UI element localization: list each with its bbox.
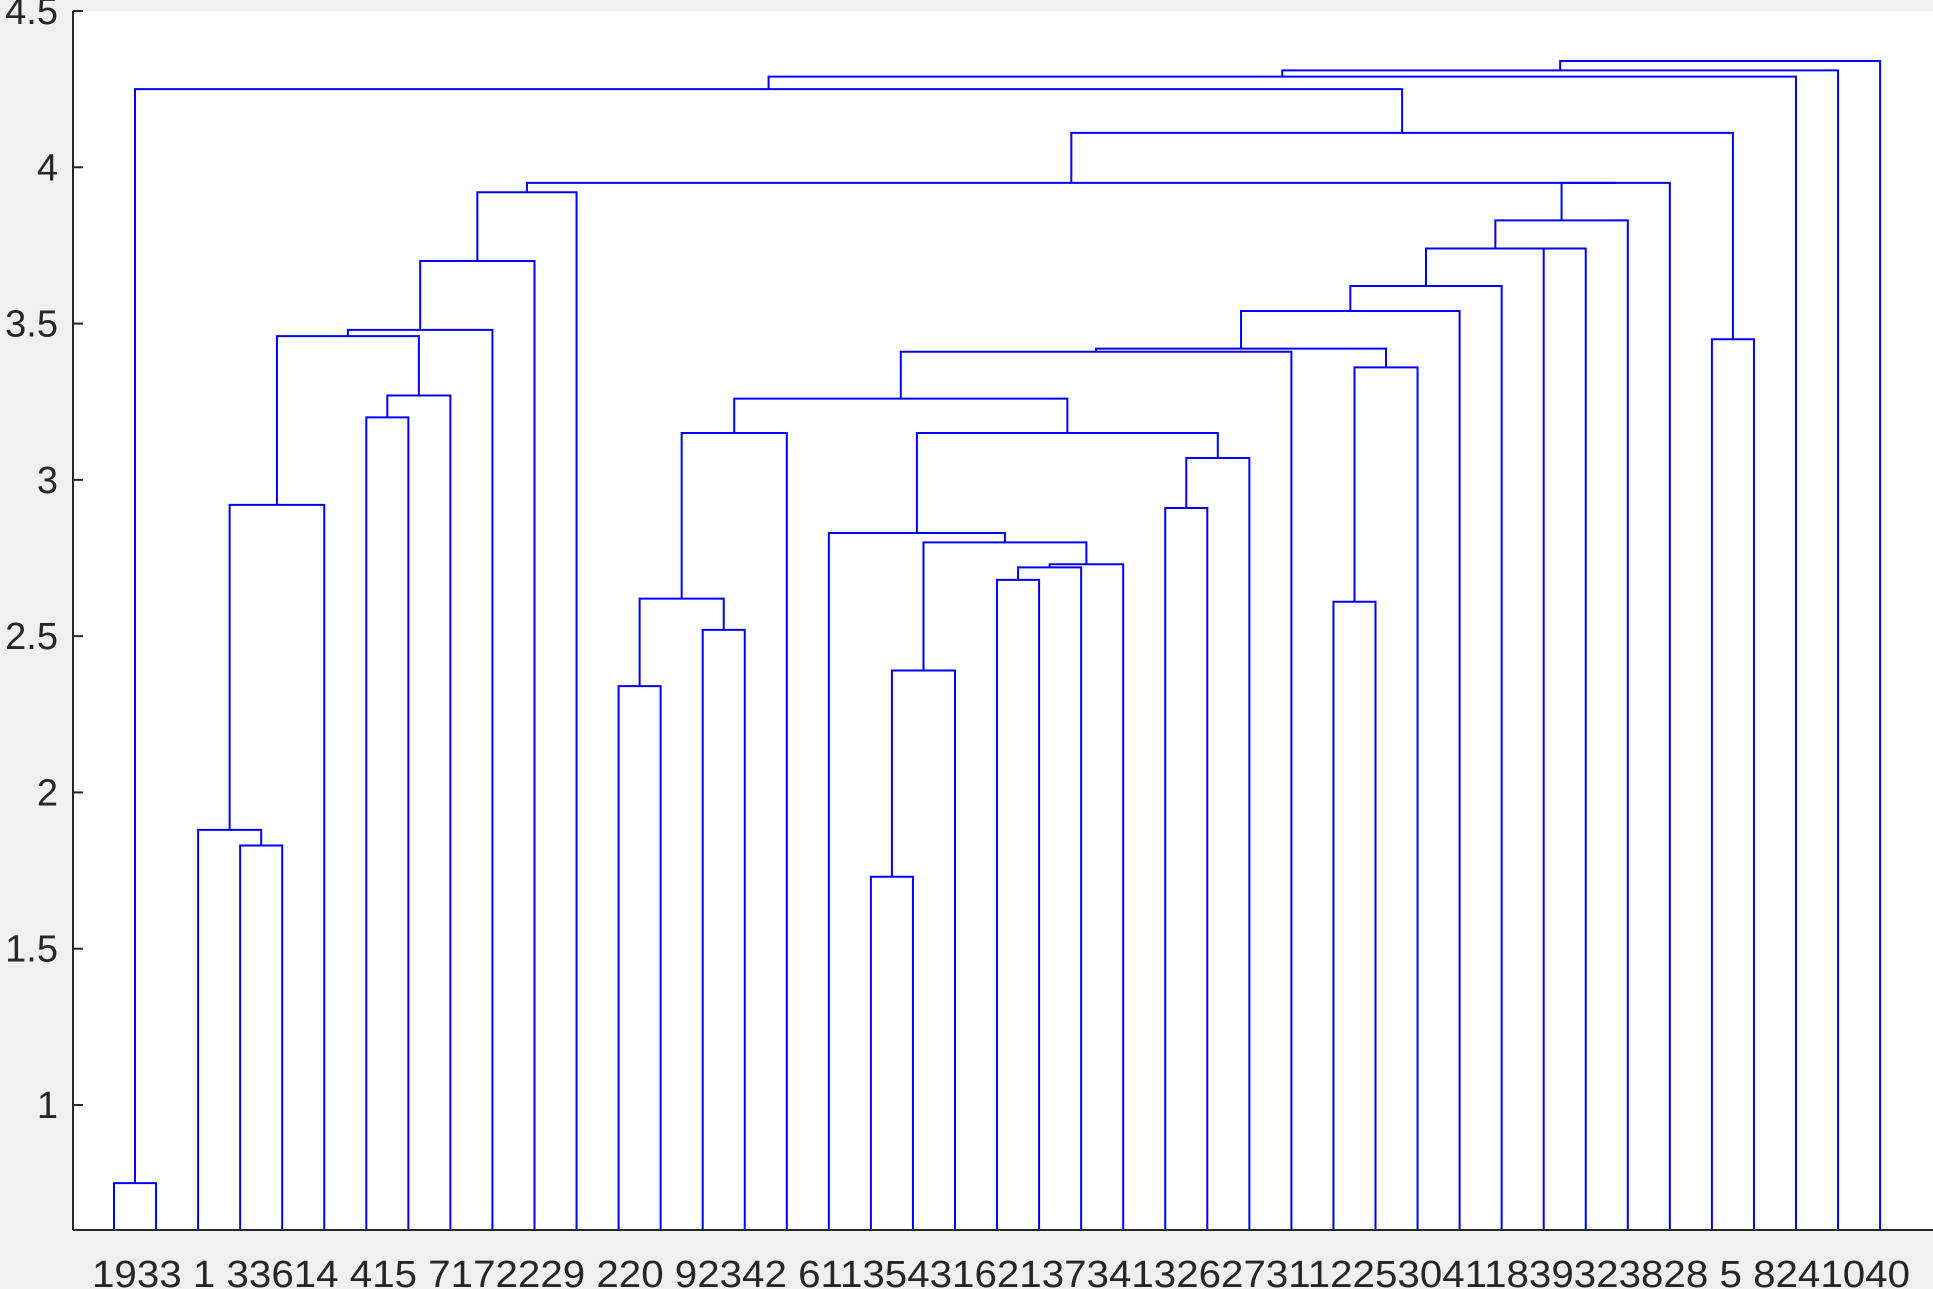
y-tick-label: 3 [37,460,58,502]
y-tick-label: 2.5 [5,616,58,658]
plot-area [73,11,1933,1230]
y-tick-label: 2 [37,772,58,814]
dendrogram-link [1559,60,1882,1230]
y-tick-label: 1 [37,1085,58,1127]
dendrogram-link [1240,310,1461,1230]
dendrogram-link [1560,181,1671,1230]
dendrogram-links [113,60,1882,1230]
dendrogram-link [113,1182,158,1230]
dendrogram-link [197,828,263,1230]
y-tick-label: 4.5 [5,0,58,33]
dendrogram-link [922,541,1088,671]
y-tick-label: 3.5 [5,304,58,346]
dendrogram-link [1281,69,1840,1230]
dendrogram-link [915,431,1219,533]
y-axis-ticks: 1 1.5 2 2.5 3 3.5 4 4.5 [5,0,83,1127]
dendrogram-link [1424,247,1565,287]
dendrogram-link [767,75,1797,1230]
y-tick-label: 1.5 [5,929,58,971]
x-axis-leaf-labels: 1933 1 33614 415 7172229 220 92342 61135… [92,1254,1910,1289]
dendrogram-link [899,350,1293,1230]
dendrogram-link [386,394,452,1230]
dendrogram-link [525,181,1616,193]
dendrogram-link [1164,506,1209,1230]
y-tick-label: 4 [37,147,58,189]
dendrogram-link [701,628,746,1230]
dendrogram-link [996,578,1041,1230]
dendrogram-link [275,335,420,505]
dendrogram-link [869,875,914,1230]
dendrogram-link [1185,456,1251,1230]
dendrogram-link [1494,219,1629,1230]
dendrogram-link [680,431,788,1230]
